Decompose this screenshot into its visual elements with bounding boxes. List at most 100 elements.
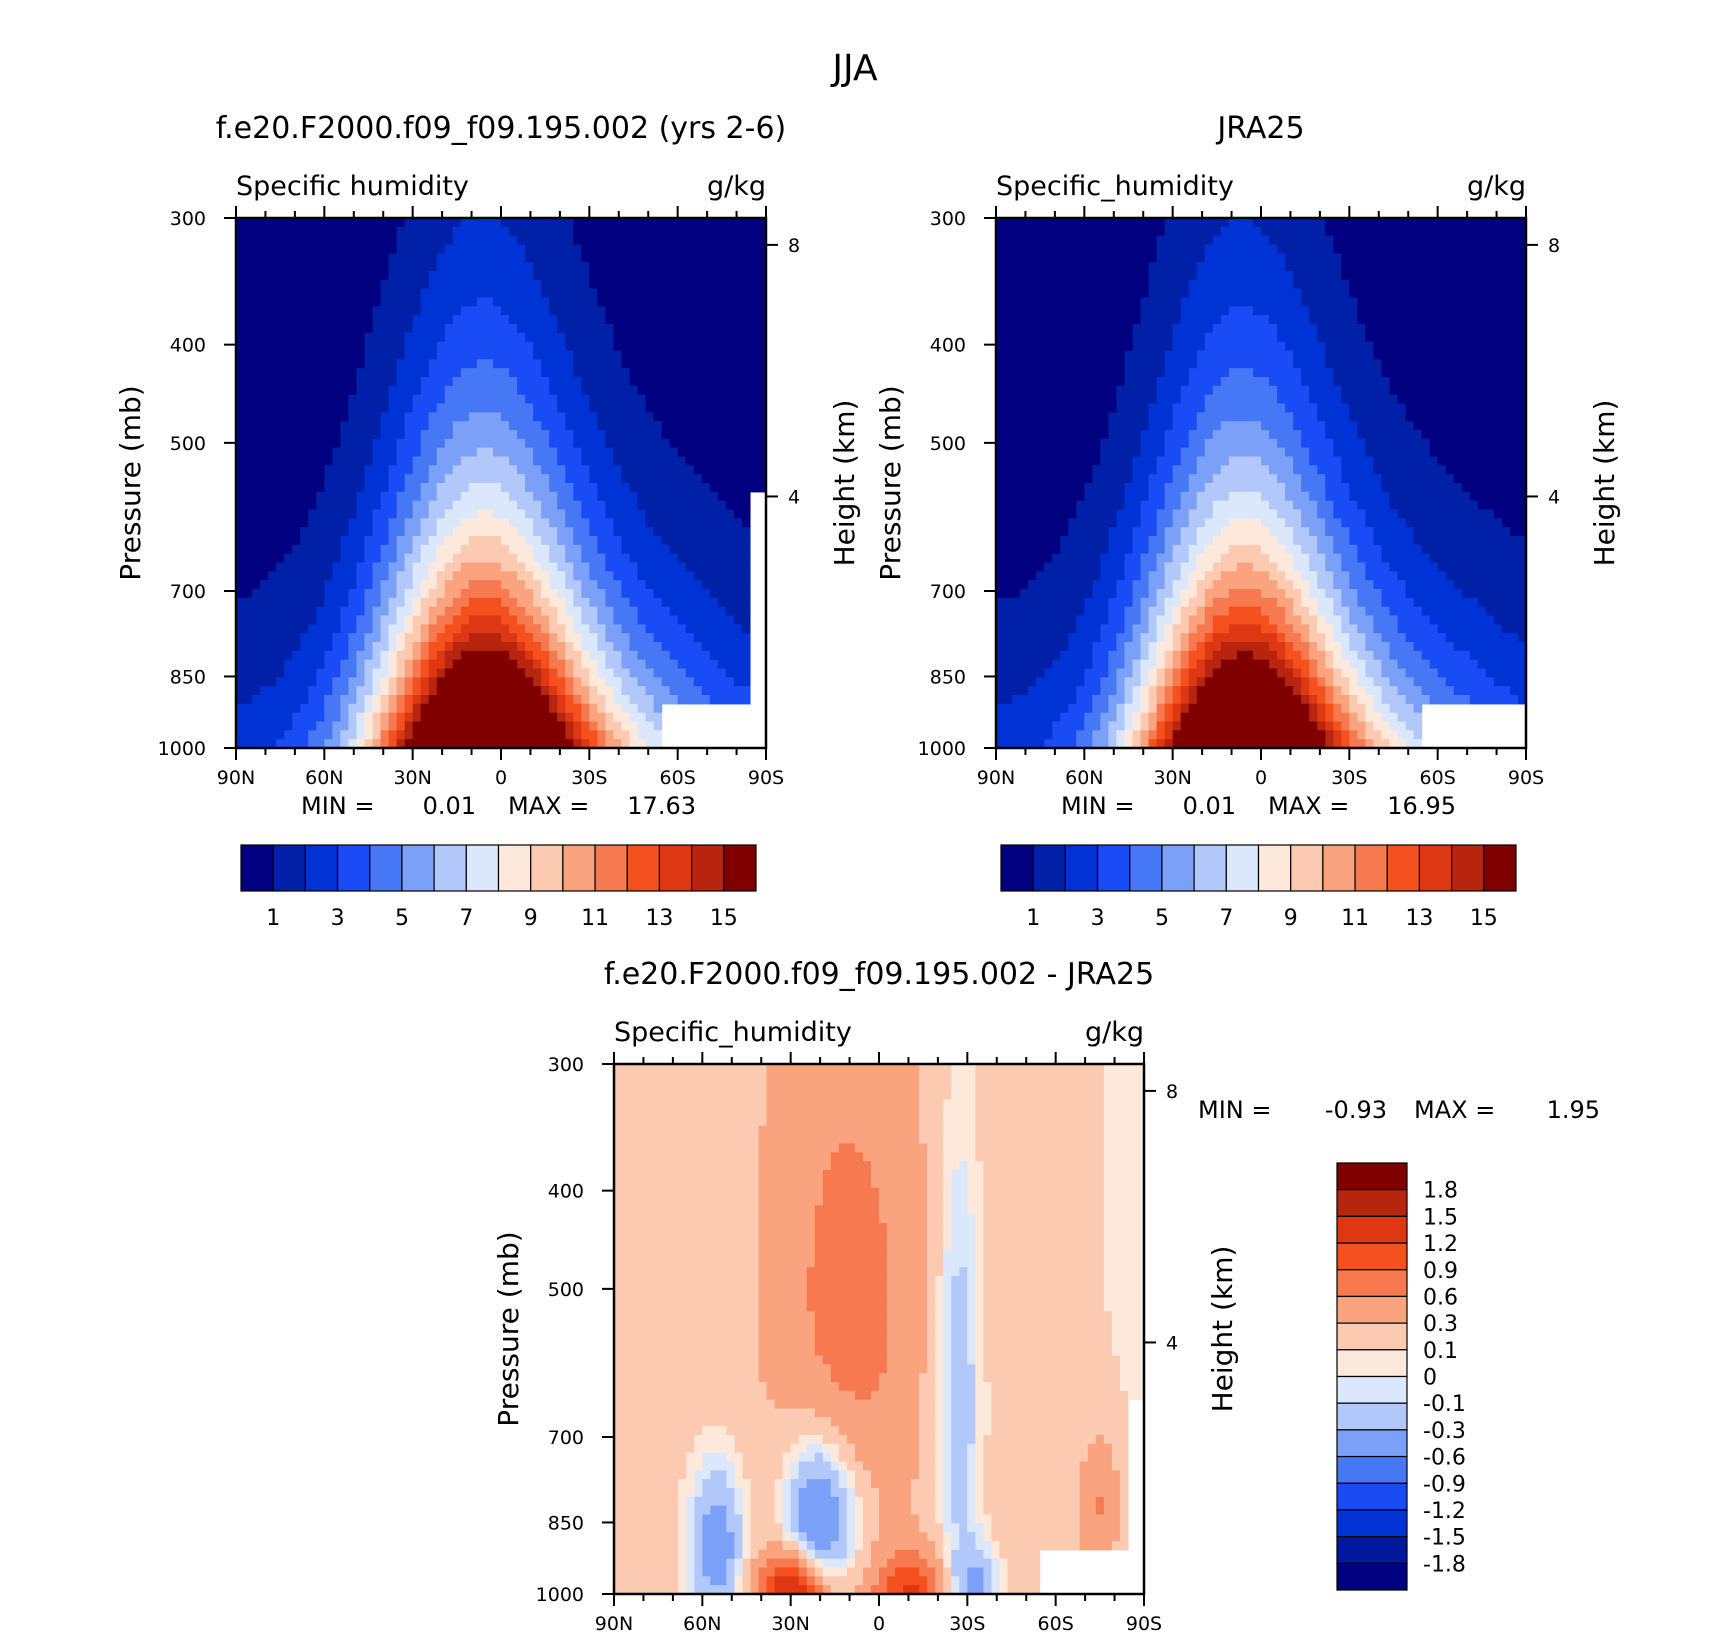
contour-cell bbox=[1349, 703, 1366, 714]
contour-cell bbox=[1293, 686, 1302, 696]
contour-cell bbox=[919, 1099, 944, 1109]
x-tick-label: 90N bbox=[977, 767, 1015, 789]
contour-cell bbox=[637, 703, 655, 714]
contour-cell bbox=[1341, 739, 1350, 749]
contour-cell bbox=[766, 1108, 920, 1118]
contour-cell bbox=[1317, 509, 1334, 519]
colorbar-box bbox=[1336, 1189, 1408, 1217]
contour-cell bbox=[1333, 712, 1350, 723]
contour-cell bbox=[766, 1558, 800, 1569]
contour-cell bbox=[557, 650, 566, 661]
contour-cell bbox=[967, 1496, 976, 1507]
contour-cell bbox=[276, 562, 333, 572]
contour-cell bbox=[404, 421, 430, 431]
contour-cell bbox=[758, 1231, 816, 1242]
contour-cell bbox=[420, 288, 542, 299]
contour-cell bbox=[1132, 686, 1142, 696]
contour-cell bbox=[1116, 668, 1134, 678]
contour-cell bbox=[1164, 686, 1174, 696]
contour-cell bbox=[549, 677, 566, 687]
contour-cell bbox=[1180, 695, 1190, 705]
contour-cell bbox=[1309, 306, 1358, 316]
contour-cell bbox=[1156, 597, 1166, 608]
contour-cell bbox=[565, 332, 615, 343]
contour-cell bbox=[492, 447, 534, 458]
contour-cell bbox=[854, 1541, 864, 1551]
contour-cell bbox=[1204, 659, 1222, 670]
contour-cell bbox=[1188, 597, 1206, 608]
contour-cell bbox=[1196, 500, 1214, 511]
contour-cell bbox=[790, 1514, 800, 1524]
contour-cell bbox=[1341, 456, 1375, 466]
contour-cell bbox=[1111, 1320, 1145, 1330]
contour-cell bbox=[621, 677, 639, 687]
contour-cell bbox=[919, 1081, 952, 1092]
contour-cell bbox=[428, 677, 438, 687]
contour-cell bbox=[1103, 1143, 1145, 1153]
contour-cell bbox=[340, 668, 358, 678]
contour-cell bbox=[412, 712, 422, 723]
contour-cell bbox=[1349, 580, 1375, 590]
colorbar-label: 1.8 bbox=[1423, 1179, 1458, 1204]
contour-cell bbox=[742, 1567, 752, 1577]
contour-cell bbox=[951, 1505, 968, 1516]
contour-cell bbox=[565, 730, 574, 740]
contour-cell bbox=[412, 456, 438, 466]
contour-cell bbox=[501, 536, 526, 546]
contour-cell bbox=[1140, 606, 1150, 617]
contour-cell bbox=[404, 332, 446, 343]
contour-cell bbox=[236, 553, 285, 564]
contour-cell bbox=[694, 1505, 711, 1516]
contour-cell bbox=[1333, 633, 1350, 643]
contour-cell bbox=[702, 1426, 728, 1436]
colorbar-box bbox=[1336, 1349, 1408, 1378]
contour-cell bbox=[1349, 606, 1366, 617]
contour-cell bbox=[1079, 1505, 1097, 1516]
contour-cell bbox=[1485, 668, 1527, 678]
contour-cell bbox=[1204, 253, 1286, 263]
contour-cell bbox=[428, 589, 446, 599]
min-label: MIN = bbox=[1061, 792, 1134, 820]
contour-cell bbox=[412, 571, 430, 581]
contour-cell bbox=[1413, 642, 1455, 652]
contour-cell bbox=[967, 1267, 976, 1277]
contour-cell bbox=[1172, 553, 1190, 564]
contour-cell bbox=[1333, 668, 1342, 678]
contour-cell bbox=[967, 1461, 976, 1471]
contour-cell bbox=[983, 1364, 1121, 1374]
contour-cell bbox=[919, 1134, 944, 1145]
contour-cell bbox=[951, 1558, 993, 1569]
contour-cell bbox=[996, 359, 1126, 369]
contour-cell bbox=[581, 447, 615, 458]
contour-cell bbox=[1148, 262, 1198, 272]
colorbar-label: -0.9 bbox=[1423, 1472, 1466, 1497]
contour-cell bbox=[614, 1231, 760, 1242]
contour-cell bbox=[364, 659, 382, 670]
contour-cell bbox=[396, 359, 430, 369]
contour-cell bbox=[501, 597, 518, 608]
contour-cell bbox=[597, 544, 623, 555]
contour-cell bbox=[967, 1302, 976, 1312]
contour-cell bbox=[669, 606, 727, 617]
contour-cell bbox=[996, 350, 1126, 360]
contour-cell bbox=[935, 1479, 944, 1489]
contour-cell bbox=[1188, 633, 1206, 643]
contour-cell bbox=[614, 1302, 760, 1312]
contour-cell bbox=[1156, 659, 1166, 670]
contour-cell bbox=[1325, 589, 1342, 599]
contour-cell bbox=[597, 580, 623, 590]
contour-cell bbox=[396, 721, 406, 731]
contour-cell bbox=[509, 606, 526, 617]
contour-cell bbox=[614, 1549, 679, 1560]
contour-cell bbox=[653, 633, 695, 643]
contour-cell bbox=[1156, 703, 1166, 714]
contour-cell bbox=[1196, 412, 1294, 422]
contour-cell bbox=[1076, 730, 1093, 740]
contour-cell bbox=[996, 589, 1021, 599]
contour-cell bbox=[1204, 642, 1222, 652]
contour-cell bbox=[236, 518, 309, 528]
contour-cell bbox=[1180, 677, 1190, 687]
contour-cell bbox=[621, 721, 639, 731]
contour-cell bbox=[436, 403, 534, 413]
contour-cell bbox=[838, 1382, 880, 1392]
